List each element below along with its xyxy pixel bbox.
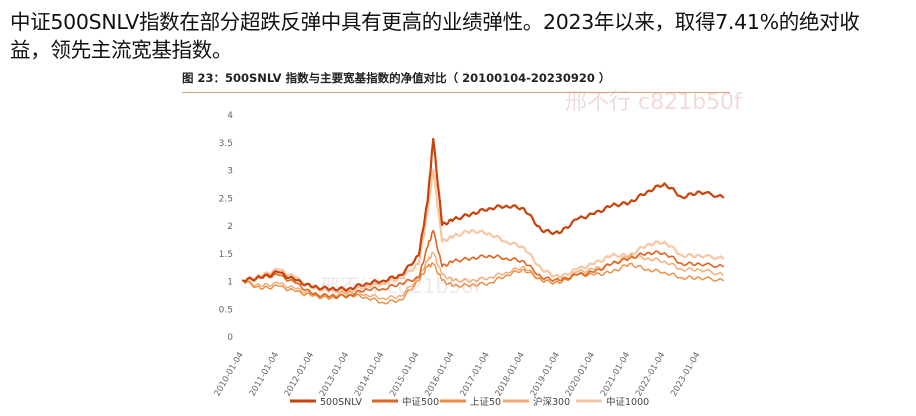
y-tick-label: 0	[227, 333, 233, 343]
watermark-top: 邢不行 c821b50f	[565, 90, 742, 115]
x-tick-label: 2011-01-04	[248, 351, 281, 399]
y-tick-label: 1	[227, 278, 233, 288]
watermark-middle: 邢不行 c821b50f	[320, 274, 481, 298]
x-tick-label: 2012-01-04	[283, 351, 316, 399]
x-tick-label: 2013-01-04	[318, 351, 351, 399]
chart-title: 图 23：500SNLV 指数与主要宽基指数的净值对比（ 20100104-20…	[182, 71, 611, 85]
y-tick-label: 2	[227, 222, 233, 232]
x-tick-label: 2022-01-04	[634, 351, 667, 399]
x-tick-label: 2023-01-04	[669, 351, 702, 399]
legend-label-中证1000: 中证1000	[606, 396, 649, 408]
x-tick-label: 2015-01-04	[388, 351, 421, 399]
series-line-上证50	[242, 262, 724, 305]
series-lines	[241, 137, 725, 305]
series-line-中证500	[242, 229, 724, 299]
y-tick-label: 0.5	[219, 305, 233, 315]
x-tick-label: 2010-01-04	[213, 351, 246, 399]
x-tick-label: 2016-01-04	[423, 351, 456, 399]
x-tick-label: 2018-01-04	[494, 351, 527, 399]
y-tick-label: 1.5	[219, 250, 233, 260]
series-line-中证1000	[241, 168, 725, 295]
caption-divider	[182, 92, 730, 93]
header-line-2: 益，领先主流宽基指数。	[10, 38, 233, 62]
x-tick-label: 2020-01-04	[564, 351, 597, 399]
chart-legend: 500SNLV 中证500 上证50 沪深300 中证1000	[290, 396, 649, 408]
legend-label-上证50: 上证50	[470, 397, 501, 408]
header-line-1: 中证500SNLV指数在部分超跌反弹中具有更高的业绩弹性。2023年以来，取得7…	[10, 10, 860, 34]
legend-label-500SNLV: 500SNLV	[320, 397, 363, 408]
x-tick-label: 2019-01-04	[529, 351, 562, 399]
header-paragraph: 中证500SNLV指数在部分超跌反弹中具有更高的业绩弹性。2023年以来，取得7…	[10, 8, 910, 64]
x-tick-label: 2017-01-04	[458, 351, 491, 399]
legend-label-沪深300: 沪深300	[533, 396, 570, 408]
x-axis: 2010-01-04 2011-01-04 2012-01-04 2013-01-04…	[213, 351, 703, 399]
y-tick-label: 4	[227, 111, 233, 121]
y-tick-label: 2.5	[219, 194, 233, 204]
x-tick-label: 2021-01-04	[599, 351, 632, 399]
y-tick-label: 3.5	[219, 139, 233, 149]
x-tick-label: 2014-01-04	[353, 351, 386, 399]
legend-label-中证500: 中证500	[402, 396, 439, 408]
series-line-500SNLV	[241, 137, 725, 292]
y-tick-label: 3	[227, 167, 233, 177]
y-axis: 0 0.5 1 1.5 2 2.5 3 3.5 4	[219, 111, 234, 343]
